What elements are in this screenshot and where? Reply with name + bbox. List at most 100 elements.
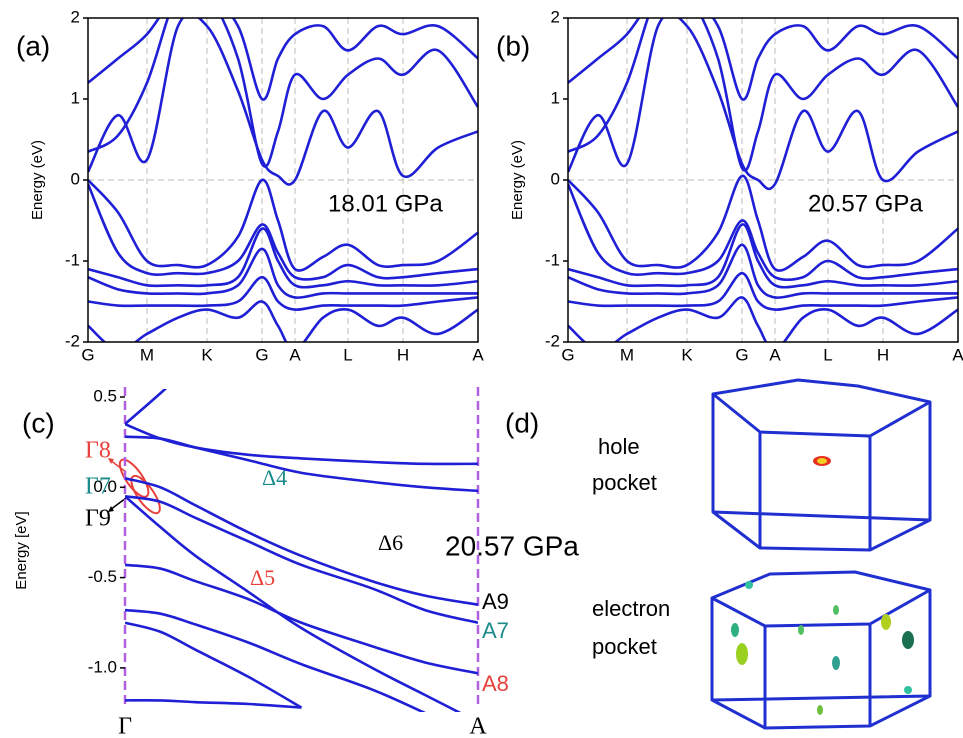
- x-tick-label: K: [681, 345, 693, 364]
- electron-pocket: [881, 614, 891, 630]
- annotation: Δ6: [378, 530, 403, 555]
- annotation: Γ9: [85, 506, 111, 532]
- band: [568, 18, 958, 101]
- annotation: A7: [482, 618, 509, 643]
- band: [568, 183, 958, 282]
- x-tick-label: L: [343, 345, 352, 364]
- band: [88, 247, 478, 299]
- bands: [88, 18, 478, 342]
- electron-pocket: [798, 625, 804, 635]
- crossing-loop: [118, 458, 150, 498]
- y-tick-label: 2: [71, 7, 80, 26]
- x-tick-label: H: [397, 345, 409, 364]
- x-tick-label: M: [140, 345, 154, 364]
- panel-label: (b): [496, 30, 530, 61]
- electron-pocket: [731, 623, 739, 637]
- y-tick-label: -2: [65, 331, 80, 350]
- plot-frame: [87, 17, 479, 343]
- arrow-head: [108, 506, 114, 512]
- pocket-label: electron: [592, 596, 670, 621]
- x-tick-label: A: [769, 345, 781, 364]
- electron-pocket: [817, 705, 823, 715]
- annotation: Δ5: [250, 565, 275, 590]
- x-tick-label: G: [255, 345, 268, 364]
- annotation: Γ8: [85, 438, 111, 464]
- band: [568, 243, 958, 299]
- pressure-label: 18.01 GPa: [328, 190, 443, 217]
- x-tick-label: A: [952, 345, 963, 364]
- y-tick-label: 1: [71, 88, 80, 107]
- electron-pocket: [745, 581, 753, 589]
- bz-edge: [710, 570, 932, 628]
- hole-pocket: [817, 458, 827, 464]
- annotation: Δ4: [262, 465, 287, 490]
- band: [88, 183, 478, 281]
- bz-edge: [711, 510, 932, 552]
- band: [88, 18, 478, 101]
- band: [568, 271, 958, 311]
- x-tick-label: H: [877, 345, 889, 364]
- band: [568, 18, 958, 172]
- x-tick-label: A: [469, 714, 487, 738]
- electron-pocket: [832, 656, 840, 670]
- band: [125, 608, 426, 712]
- electron-pocket: [904, 686, 912, 694]
- panel-label: (a): [16, 30, 50, 61]
- band: [125, 621, 303, 709]
- band: [125, 495, 478, 624]
- x-tick-label: G: [735, 345, 748, 364]
- band: [125, 389, 168, 426]
- electron-pocket: [902, 631, 914, 649]
- pressure-label: 20.57 GPa: [808, 190, 923, 217]
- y-axis-title: Energy (eV): [29, 140, 46, 220]
- pocket-label: hole: [598, 434, 640, 459]
- pocket-label: pocket: [592, 634, 657, 659]
- annotation: 20.57 GPa: [445, 530, 579, 561]
- y-tick-label: 0: [71, 169, 80, 188]
- bands: [125, 389, 478, 712]
- x-tick-label: Γ: [118, 714, 132, 738]
- band: [125, 698, 302, 709]
- arrow: [109, 459, 127, 473]
- y-tick-label: -1: [545, 250, 560, 269]
- y-tick-label: 2: [551, 7, 560, 26]
- panel-label: (c): [22, 407, 55, 438]
- band: [88, 275, 478, 311]
- band: [125, 435, 478, 493]
- annotation: A9: [482, 589, 509, 614]
- y-axis-title: Energy [eV]: [13, 511, 30, 589]
- band: [125, 563, 478, 675]
- brillouin-zone: [710, 570, 932, 730]
- pocket-label: pocket: [592, 470, 657, 495]
- c-decorations: [108, 458, 161, 515]
- y-tick-label: 1: [551, 88, 560, 107]
- band: [88, 18, 478, 168]
- x-tick-label: A: [289, 345, 301, 364]
- electron-pocket: [736, 643, 748, 665]
- band: [125, 477, 478, 606]
- y-tick-label: 0: [551, 169, 560, 188]
- y-tick-label: -0.5: [88, 567, 117, 586]
- band: [568, 18, 958, 191]
- y-axis-title: Energy (eV): [509, 140, 526, 220]
- x-tick-label: A: [472, 345, 484, 364]
- band: [568, 223, 958, 289]
- x-tick-label: G: [561, 345, 574, 364]
- arrow: [109, 497, 127, 511]
- electron-pocket: [833, 605, 839, 615]
- band: [88, 178, 478, 272]
- band: [88, 300, 478, 342]
- plot-frame: [567, 17, 959, 343]
- x-tick-label: L: [823, 345, 832, 364]
- y-tick-label: 0.0: [93, 477, 117, 496]
- y-tick-label: -1: [65, 250, 80, 269]
- band: [568, 174, 958, 272]
- brillouin-zone: [711, 378, 932, 552]
- band: [568, 296, 958, 342]
- panel-label: (d): [505, 407, 539, 438]
- band: [88, 18, 478, 186]
- panel-d: (d) hole pocket electron pocket: [505, 378, 932, 730]
- y-tick-label: 0.5: [93, 386, 117, 405]
- annotation: Γ7: [85, 474, 111, 500]
